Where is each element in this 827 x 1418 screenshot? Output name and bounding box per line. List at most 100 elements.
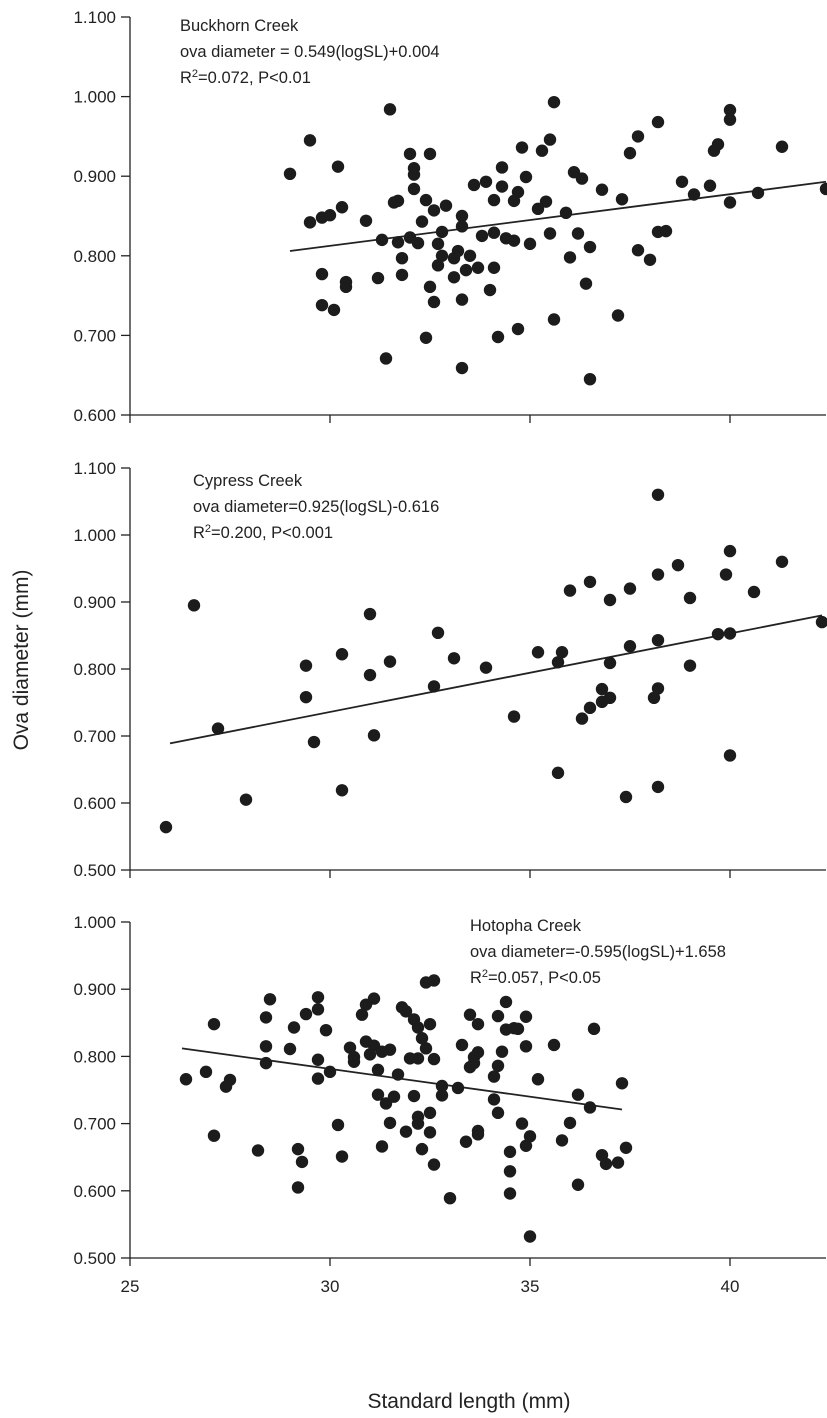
y-tick-label: 0.800	[73, 660, 116, 679]
y-tick-label: 0.600	[73, 1182, 116, 1201]
data-point	[423, 147, 437, 161]
data-point	[291, 1142, 305, 1156]
data-point	[619, 790, 633, 804]
data-point	[511, 185, 525, 199]
data-point	[159, 820, 173, 834]
data-point	[651, 780, 665, 794]
data-point	[447, 271, 461, 284]
x-axis-title: Standard length (mm)	[367, 1390, 570, 1413]
data-point	[259, 1040, 273, 1053]
data-point	[455, 220, 469, 233]
data-point	[747, 585, 761, 599]
data-point	[547, 313, 561, 326]
data-point	[531, 646, 545, 659]
data-point	[571, 227, 585, 240]
data-point	[471, 1046, 485, 1059]
data-point	[427, 295, 441, 309]
data-point	[323, 209, 337, 222]
data-point	[383, 655, 397, 668]
regression-statistics: R2=0.057, P<0.05	[470, 968, 601, 987]
data-point	[463, 1008, 477, 1021]
data-point	[423, 1126, 437, 1139]
data-point	[431, 237, 445, 251]
data-point	[435, 249, 449, 262]
data-point	[519, 1010, 533, 1023]
data-point	[703, 179, 717, 192]
panel-2: 0.500 0.600 0.700 0.800 0.900 1.000 1.100 Cypre…	[73, 459, 827, 880]
data-point	[427, 974, 441, 987]
y-tick-label: 0.700	[73, 1115, 116, 1134]
data-point	[603, 593, 617, 607]
data-point	[471, 1017, 485, 1031]
data-point	[451, 1081, 465, 1095]
data-point	[187, 599, 201, 612]
regression-statistics: R2=0.200, P<0.001	[193, 523, 333, 542]
data-point	[571, 1178, 585, 1191]
data-point	[419, 331, 433, 344]
data-point	[555, 1134, 569, 1147]
data-point	[515, 1117, 529, 1130]
data-point	[523, 237, 537, 251]
data-point	[507, 710, 521, 723]
data-point	[375, 233, 389, 247]
y-tick-label: 0.700	[73, 727, 116, 746]
data-point	[455, 209, 469, 223]
data-point	[311, 1072, 325, 1085]
data-point	[583, 575, 597, 589]
data-point	[411, 1052, 425, 1065]
data-point	[335, 648, 349, 661]
data-point	[339, 280, 353, 294]
data-point	[427, 680, 441, 693]
data-point	[491, 330, 505, 344]
data-point	[611, 309, 625, 322]
data-point	[211, 722, 225, 735]
data-point	[563, 584, 577, 597]
data-point	[511, 322, 525, 336]
data-point	[711, 138, 725, 151]
data-point	[367, 729, 381, 742]
site-name: Cypress Creek	[193, 472, 303, 490]
data-point	[523, 1130, 537, 1143]
y-tick-label: 0.600	[73, 406, 116, 425]
data-point	[287, 1021, 301, 1034]
data-point	[487, 193, 501, 207]
y-tick-label: 0.700	[73, 326, 116, 345]
data-point	[651, 682, 665, 695]
data-point	[599, 1157, 613, 1171]
data-point	[407, 162, 421, 175]
data-point	[379, 352, 393, 365]
superscript: 2	[205, 523, 211, 535]
data-point	[559, 206, 573, 220]
data-point	[467, 1056, 481, 1070]
data-point	[587, 1022, 601, 1036]
data-point	[683, 591, 697, 605]
data-point	[775, 555, 789, 568]
y-tick-label: 0.500	[73, 1249, 116, 1268]
y-tick-label: 0.500	[73, 861, 116, 880]
data-point	[507, 234, 521, 247]
data-point	[411, 1021, 425, 1034]
data-point	[311, 1053, 325, 1066]
data-point	[375, 1140, 389, 1153]
data-point	[463, 249, 477, 262]
data-point	[251, 1144, 265, 1157]
data-point	[623, 146, 637, 160]
site-name: Buckhorn Creek	[180, 17, 299, 35]
data-point	[551, 766, 565, 780]
data-point	[311, 1003, 325, 1016]
data-point	[323, 1065, 337, 1079]
data-point	[459, 1135, 473, 1148]
data-point	[291, 1181, 305, 1194]
data-point	[327, 303, 341, 317]
data-point	[283, 1042, 297, 1056]
data-point	[419, 1042, 433, 1055]
data-point	[543, 227, 557, 240]
data-point	[295, 1155, 309, 1169]
data-point	[575, 712, 589, 725]
data-point	[683, 659, 697, 672]
y-axis-title: Ova diameter (mm)	[10, 570, 33, 751]
data-point	[623, 640, 637, 653]
superscript: 2	[192, 68, 198, 80]
data-point	[619, 1141, 633, 1154]
data-point	[651, 488, 665, 501]
